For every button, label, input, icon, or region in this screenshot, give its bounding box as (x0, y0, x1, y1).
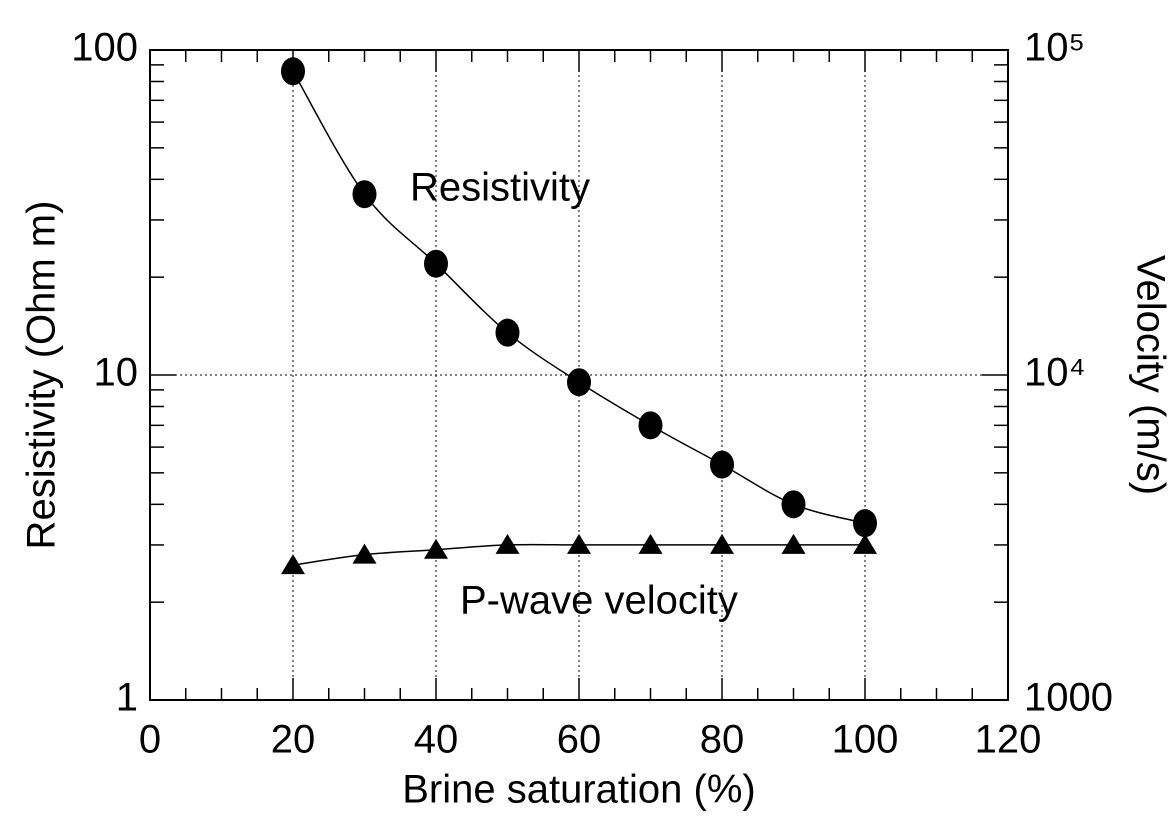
marker (495, 318, 520, 347)
marker (352, 180, 377, 209)
marker (567, 533, 591, 554)
marker (567, 368, 591, 397)
marker (710, 533, 734, 554)
marker (638, 411, 663, 440)
x-tick-label: 40 (414, 718, 459, 762)
annotation: Resistivity (410, 166, 590, 210)
x-tick-label: 80 (700, 718, 745, 762)
y2-axis-title: Velocity (m/s) (1128, 255, 1172, 495)
y-axis-title: Resistivity (Ohm m) (20, 201, 64, 550)
x-tick-label: 60 (557, 718, 602, 762)
marker (638, 533, 663, 554)
marker (424, 538, 448, 559)
annotation: P-wave velocity (460, 579, 738, 623)
y-tick-label: 10 (94, 351, 139, 395)
y2-tick-label: 10⁴ (1024, 351, 1086, 395)
y-tick-label: 1 (116, 676, 138, 720)
marker (781, 490, 806, 519)
marker (424, 249, 448, 278)
x-tick-label: 20 (271, 718, 316, 762)
marker (781, 533, 806, 554)
y2-tick-label: 1000 (1024, 676, 1113, 720)
plot-frame (149, 49, 1009, 701)
x-tick-label: 100 (832, 718, 899, 762)
marker (853, 533, 877, 554)
marker (853, 509, 877, 538)
y-tick-label: 100 (71, 26, 138, 70)
marker (352, 543, 377, 564)
x-axis-title: Brine saturation (%) (402, 768, 755, 812)
marker (710, 450, 734, 479)
y2-tick-label: 10⁵ (1024, 26, 1085, 70)
marker (281, 554, 305, 575)
marker (495, 533, 520, 554)
marker (281, 57, 305, 86)
x-tick-label: 0 (139, 718, 161, 762)
x-tick-label: 120 (975, 718, 1042, 762)
